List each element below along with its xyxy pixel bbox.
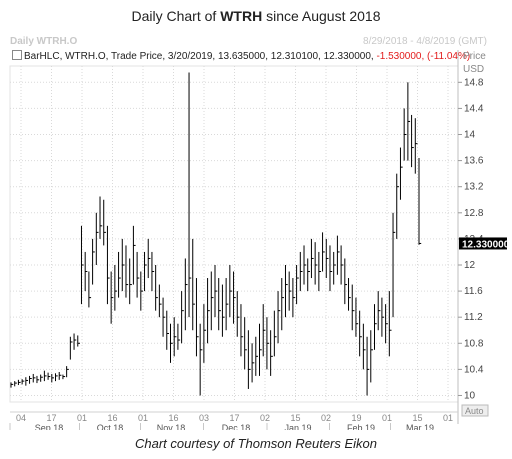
chart-header-date-range: 8/29/2018 - 4/8/2019 (GMT) — [363, 36, 487, 47]
x-month-label: Mar 19 — [406, 423, 434, 430]
x-day-label: 02 — [260, 413, 270, 423]
price-axis-currency: USD — [463, 64, 485, 75]
price-axis-header: Price USD — [463, 50, 486, 76]
price-axis-title: Price — [463, 51, 486, 62]
legend-change: -1.530000, (-11.04%) — [376, 51, 471, 62]
y-tick-label: 13.2 — [464, 182, 484, 193]
bar-hlc-icon — [12, 50, 22, 60]
chart-caption: Chart courtesy of Thomson Reuters Eikon — [134, 436, 378, 451]
x-day-label: 16 — [107, 413, 117, 423]
x-day-label: 01 — [443, 413, 453, 423]
y-tick-label: 10 — [464, 390, 476, 401]
y-tick-label: 14.4 — [464, 103, 484, 114]
x-day-label: 02 — [321, 413, 331, 423]
x-day-label: 16 — [168, 413, 178, 423]
chart-title: Daily Chart of WTRH since August 2018 — [0, 8, 512, 24]
x-month-label: Jan 19 — [284, 423, 311, 430]
x-month-label: Oct 18 — [97, 423, 124, 430]
legend-text: BarHLC, WTRH.O, Trade Price, 3/20/2019, … — [24, 51, 374, 62]
title-prefix: Daily Chart of — [131, 8, 221, 24]
x-day-label: 15 — [412, 413, 422, 423]
chart-header-instrument: Daily WTRH.O — [10, 36, 78, 47]
chart-legend: BarHLC, WTRH.O, Trade Price, 3/20/2019, … — [12, 50, 470, 62]
last-price-label: 12.330000 — [462, 239, 510, 250]
x-month-label: Nov 18 — [157, 423, 186, 430]
last-price-tag — [459, 237, 507, 250]
title-ticker: WTRH — [220, 8, 263, 24]
x-day-label: 19 — [351, 413, 361, 423]
auto-scale-button[interactable] — [461, 404, 489, 417]
x-day-label: 03 — [199, 413, 209, 423]
auto-scale-label: Auto — [465, 406, 484, 416]
y-tick-label: 12.8 — [464, 208, 484, 219]
y-tick-label: 14.8 — [464, 77, 484, 88]
y-tick-label: 11.2 — [464, 312, 483, 323]
y-tick-label: 14 — [464, 130, 476, 141]
x-day-label: 04 — [16, 413, 26, 423]
chart-panel — [9, 34, 489, 418]
x-month-label: Feb 19 — [347, 423, 375, 430]
y-tick-label: 12 — [464, 260, 476, 271]
y-tick-label: 13.6 — [464, 156, 484, 167]
title-suffix: since August 2018 — [262, 8, 381, 24]
y-tick-label: 10.4 — [464, 364, 484, 375]
x-day-label: 17 — [229, 413, 239, 423]
x-day-label: 01 — [138, 413, 148, 423]
y-tick-label: 11.6 — [464, 286, 483, 297]
x-month-label: Dec 18 — [222, 423, 251, 430]
x-day-label: 17 — [46, 413, 56, 423]
x-day-label: 01 — [382, 413, 392, 423]
x-month-label: Sep 18 — [35, 423, 64, 430]
y-tick-label: 10.8 — [464, 338, 484, 349]
x-day-label: 15 — [290, 413, 300, 423]
x-day-label: 01 — [77, 413, 87, 423]
price-chart[interactable]: 1010.410.811.211.61212.412.813.213.61414… — [0, 0, 512, 430]
